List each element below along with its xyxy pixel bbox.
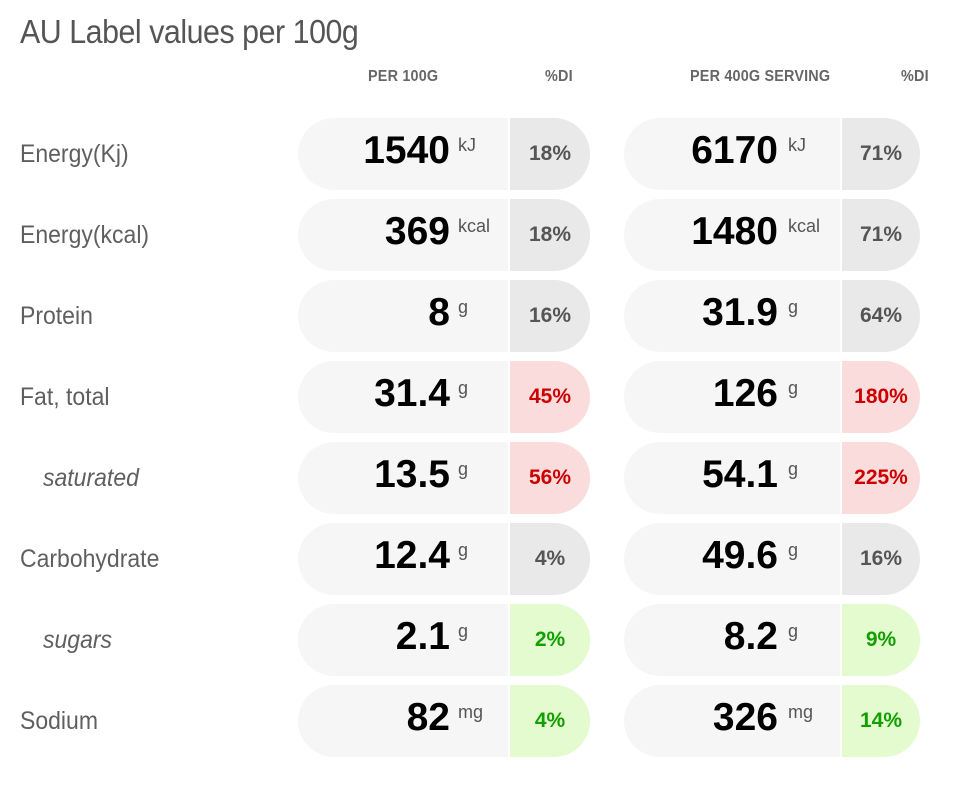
- per-100g-unit: g: [458, 540, 469, 560]
- per-serving-value: 49.6: [702, 534, 778, 577]
- nutrient-label: Carbohydrate: [20, 545, 160, 573]
- per-serving-value: 31.9: [702, 291, 778, 334]
- per-100g-value: 13.5: [374, 453, 450, 496]
- per-100g-value: 12.4: [374, 534, 450, 577]
- table-row: Fat, total 31.4 g 45% 126 g 180%: [0, 361, 976, 433]
- header-di-100g: %DI: [545, 68, 573, 85]
- header-di-serving: %DI: [901, 68, 929, 85]
- header-per-100g: PER 100G: [368, 68, 439, 85]
- nutrient-label: Energy(kcal): [20, 221, 150, 249]
- nutrient-label: Energy(Kj): [20, 140, 129, 168]
- per-100g-di: 16%: [508, 280, 590, 352]
- per-serving-value: 326: [712, 696, 778, 739]
- per-100g-di: 2%: [508, 604, 590, 676]
- per-100g-di: 4%: [508, 523, 590, 595]
- per-100g-cell: 12.4 g 4%: [298, 523, 590, 595]
- per-serving-unit: g: [788, 459, 799, 479]
- per-serving-cell: 8.2 g 9%: [624, 604, 920, 676]
- per-100g-cell: 8 g 16%: [298, 280, 590, 352]
- nutrient-label: Sodium: [20, 707, 98, 735]
- per-serving-di: 14%: [840, 685, 920, 757]
- per-serving-unit: kJ: [788, 135, 806, 155]
- per-100g-value: 82: [406, 696, 450, 739]
- per-100g-unit: kcal: [458, 216, 491, 236]
- table-row: Energy(Kj) 1540 kJ 18% 6170 kJ 71%: [0, 118, 976, 190]
- nutrient-label: Protein: [20, 302, 93, 330]
- per-serving-cell: 6170 kJ 71%: [624, 118, 920, 190]
- per-serving-cell: 54.1 g 225%: [624, 442, 920, 514]
- nutrient-label: saturated: [43, 464, 139, 492]
- table-row: Sodium 82 mg 4% 326 mg 14%: [0, 685, 976, 757]
- per-100g-cell: 369 kcal 18%: [298, 199, 590, 271]
- table-row: saturated 13.5 g 56% 54.1 g 225%: [0, 442, 976, 514]
- per-serving-value: 1480: [691, 210, 778, 253]
- per-100g-unit: g: [458, 297, 469, 317]
- per-100g-cell: 1540 kJ 18%: [298, 118, 590, 190]
- table-row: sugars 2.1 g 2% 8.2 g 9%: [0, 604, 976, 676]
- per-serving-di: 71%: [840, 199, 920, 271]
- per-100g-value: 369: [384, 210, 450, 253]
- table-row: Energy(kcal) 369 kcal 18% 1480 kcal 71%: [0, 199, 976, 271]
- per-100g-cell: 2.1 g 2%: [298, 604, 590, 676]
- per-serving-value: 54.1: [702, 453, 778, 496]
- per-100g-unit: g: [458, 459, 469, 479]
- nutrient-label: sugars: [43, 626, 113, 654]
- per-serving-unit: g: [788, 540, 799, 560]
- per-serving-unit: g: [788, 378, 799, 398]
- per-serving-di: 16%: [840, 523, 920, 595]
- per-100g-di: 18%: [508, 199, 590, 271]
- per-serving-unit: kcal: [788, 216, 821, 236]
- per-serving-cell: 49.6 g 16%: [624, 523, 920, 595]
- per-serving-di: 225%: [840, 442, 920, 514]
- per-serving-value: 6170: [691, 129, 778, 172]
- per-serving-value: 8.2: [723, 615, 778, 658]
- per-serving-cell: 126 g 180%: [624, 361, 920, 433]
- per-serving-unit: mg: [788, 702, 814, 722]
- per-100g-di: 18%: [508, 118, 590, 190]
- per-100g-di: 56%: [508, 442, 590, 514]
- table-row: Protein 8 g 16% 31.9 g 64%: [0, 280, 976, 352]
- per-serving-di: 64%: [840, 280, 920, 352]
- nutrient-label: Fat, total: [20, 383, 110, 411]
- per-100g-unit: g: [458, 621, 469, 641]
- per-100g-value: 8: [428, 291, 450, 334]
- per-serving-di: 180%: [840, 361, 920, 433]
- page-title: AU Label values per 100g: [20, 13, 359, 50]
- per-serving-di: 71%: [840, 118, 920, 190]
- per-serving-cell: 31.9 g 64%: [624, 280, 920, 352]
- per-100g-value: 1540: [363, 129, 450, 172]
- table-row: Carbohydrate 12.4 g 4% 49.6 g 16%: [0, 523, 976, 595]
- per-serving-cell: 326 mg 14%: [624, 685, 920, 757]
- per-100g-cell: 82 mg 4%: [298, 685, 590, 757]
- per-100g-value: 31.4: [374, 372, 450, 415]
- per-100g-value: 2.1: [395, 615, 450, 658]
- per-100g-cell: 13.5 g 56%: [298, 442, 590, 514]
- per-serving-value: 126: [712, 372, 778, 415]
- per-100g-unit: mg: [458, 702, 484, 722]
- per-100g-unit: kJ: [458, 135, 476, 155]
- per-serving-cell: 1480 kcal 71%: [624, 199, 920, 271]
- header-per-serving: PER 400G SERVING: [690, 68, 831, 85]
- per-100g-di: 45%: [508, 361, 590, 433]
- per-serving-unit: g: [788, 621, 799, 641]
- per-100g-cell: 31.4 g 45%: [298, 361, 590, 433]
- per-100g-di: 4%: [508, 685, 590, 757]
- per-100g-unit: g: [458, 378, 469, 398]
- per-serving-di: 9%: [840, 604, 920, 676]
- per-serving-unit: g: [788, 297, 799, 317]
